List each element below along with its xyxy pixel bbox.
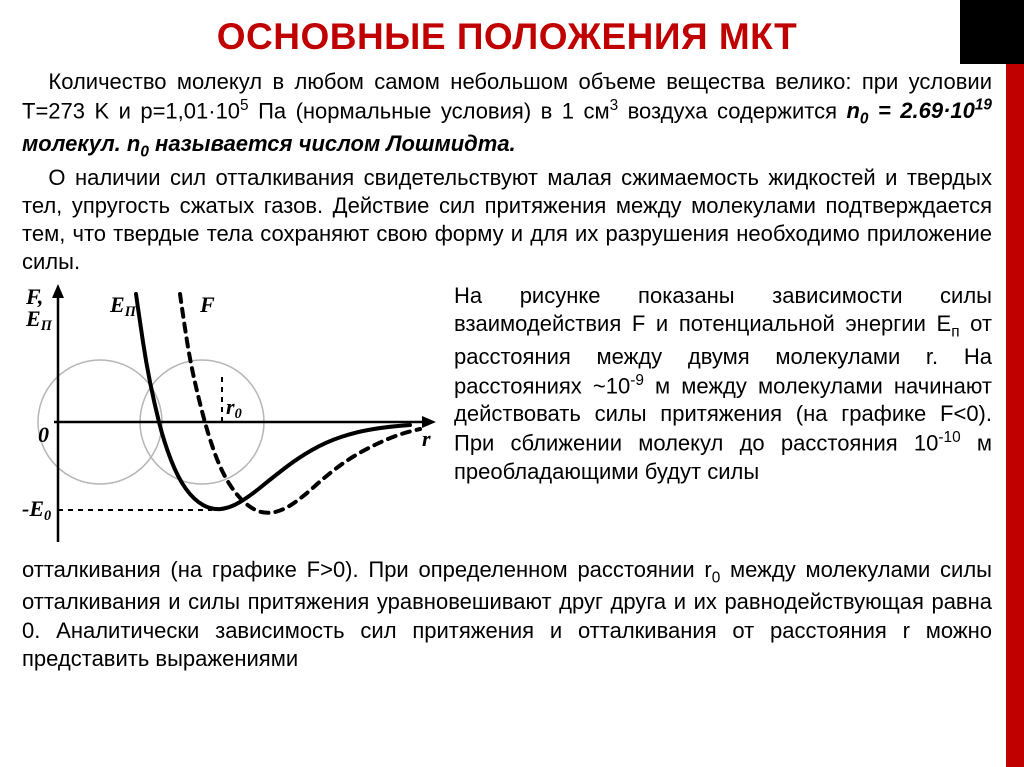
paragraph-2: О наличии сил отталкивания свидетельству… (22, 164, 992, 277)
svg-text:EП: EП (109, 292, 137, 320)
paragraph-4: отталкивания (на графике F>0). При опред… (22, 556, 992, 673)
accent-bar-right (1006, 0, 1024, 767)
slide-content: ОСНОВНЫЕ ПОЛОЖЕНИЯ МКТ Количество молеку… (22, 16, 992, 673)
paragraph-1: Количество молекул в любом самом небольш… (22, 68, 992, 162)
svg-text:r: r (422, 426, 431, 451)
slide-title: ОСНОВНЫЕ ПОЛОЖЕНИЯ МКТ (22, 16, 992, 58)
paragraph-3: На рисунке показаны зависимости силы вза… (454, 282, 992, 486)
svg-text:EП: EП (25, 306, 53, 334)
svg-text:r0: r0 (226, 394, 242, 422)
svg-text:-E0: -E0 (22, 496, 51, 524)
potential-force-chart: F,EПEПFr0r0-E0 (22, 282, 440, 552)
svg-text:0: 0 (38, 422, 49, 447)
svg-text:F: F (199, 292, 215, 317)
